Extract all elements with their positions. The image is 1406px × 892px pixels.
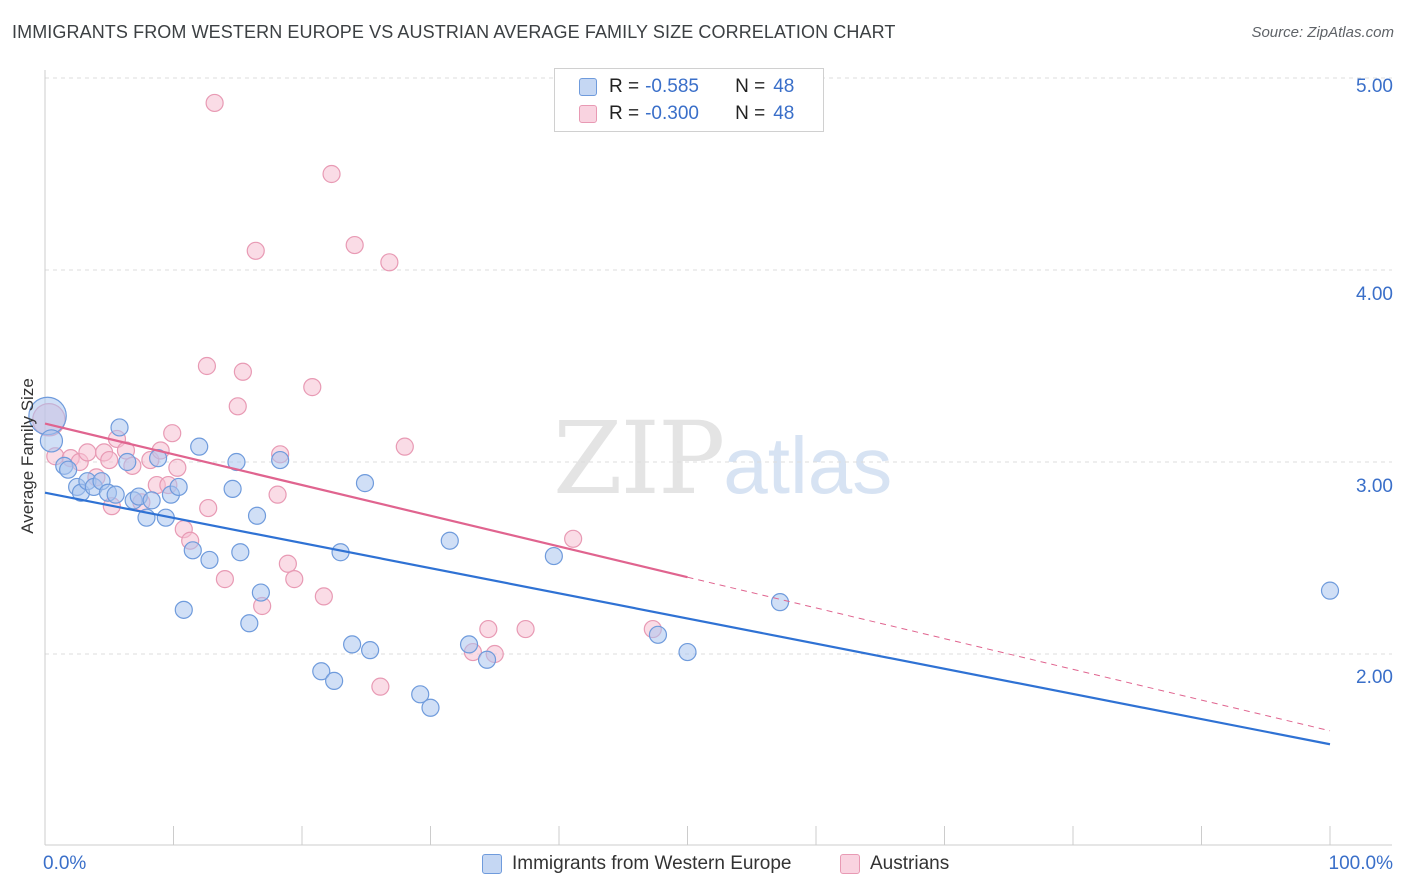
legend-row-western-europe: R = -0.585 N = 48 <box>579 75 794 99</box>
x-tick-label-min: 0.0% <box>43 853 86 874</box>
western-europe-point <box>770 593 790 612</box>
x-tick-label-max: 100.0% <box>1329 853 1394 874</box>
western-europe-point <box>678 642 697 662</box>
western-europe-point <box>118 452 137 472</box>
austrians-point <box>268 485 287 504</box>
legend-n-value: 48 <box>773 103 795 124</box>
austrians-point <box>371 677 390 696</box>
western-europe-point <box>223 479 242 498</box>
austrians-trendline-extension <box>687 576 1331 732</box>
western-europe-point <box>648 625 668 644</box>
source-credit: Source: ZipAtlas.com <box>1251 24 1394 41</box>
legend-n-label: N = <box>735 103 766 124</box>
austrians-point <box>345 235 364 255</box>
austrians-point <box>380 253 399 272</box>
chart-title: IMMIGRANTS FROM WESTERN EUROPE VS AUSTRI… <box>12 22 896 42</box>
western-europe-point <box>325 671 344 690</box>
austrians-trendline <box>44 422 688 579</box>
austrians-point <box>285 570 304 589</box>
western-europe-point <box>477 650 497 669</box>
legend-r-label: R = <box>609 103 640 124</box>
western-europe-point <box>106 485 125 504</box>
bottom-legend-western-europe: Immigrants from Western Europe <box>482 851 791 877</box>
western-europe-point <box>142 491 161 510</box>
austrians-point <box>163 424 182 443</box>
western-europe-point <box>544 546 563 566</box>
watermark-atlas: atlas <box>723 421 893 510</box>
western-europe-point <box>355 474 375 493</box>
legend-r-label: R = <box>609 76 640 97</box>
austrians-point <box>303 378 322 397</box>
bottom-legend-swatch-pink <box>840 854 860 874</box>
austrians-point <box>78 443 97 462</box>
western-europe-point <box>110 418 129 437</box>
austrians-point <box>278 554 297 573</box>
western-europe-point <box>361 641 380 660</box>
y-tick-label: 4.00 <box>1356 284 1393 305</box>
correlation-legend: R = -0.585 N = 48 R = -0.300 N = 48 <box>554 68 824 132</box>
bottom-legend-swatch-blue <box>482 854 502 874</box>
legend-n-value: 48 <box>773 76 795 97</box>
western-europe-point <box>183 541 202 560</box>
western-europe-point <box>459 635 479 654</box>
austrians-point <box>215 570 234 589</box>
western-europe-point <box>190 437 209 456</box>
western-europe-point <box>440 531 459 550</box>
western-europe-point <box>231 543 250 562</box>
austrians-point <box>516 619 535 639</box>
legend-row-austrians: R = -0.300 N = 48 <box>579 102 794 126</box>
austrians-point <box>314 587 333 606</box>
western-europe-point <box>421 698 440 717</box>
watermark: ZIPatlas <box>553 400 892 517</box>
y-tick-label: 3.00 <box>1356 476 1393 497</box>
bottom-legend-label: Immigrants from Western Europe <box>512 853 792 874</box>
watermark-zip: ZIP <box>553 400 725 517</box>
western-europe-point <box>200 550 219 570</box>
legend-swatch-blue <box>579 78 597 96</box>
austrians-point <box>322 164 341 184</box>
western-europe-trendline <box>44 491 1331 746</box>
legend-r-value: -0.300 <box>645 103 699 124</box>
bottom-legend-label: Austrians <box>870 853 950 874</box>
legend-r-value: -0.585 <box>645 76 699 97</box>
austrians-point <box>197 356 217 376</box>
austrians-point <box>233 362 252 381</box>
legend-swatch-pink <box>579 105 597 123</box>
western-europe-point <box>240 614 259 633</box>
austrians-point <box>205 93 224 113</box>
western-europe-point <box>251 583 270 602</box>
austrians-point <box>199 498 218 518</box>
western-europe-point <box>247 506 267 525</box>
austrians-point <box>168 458 187 477</box>
western-europe-point <box>271 450 290 470</box>
western-europe-point <box>411 685 430 704</box>
y-tick-label: 5.00 <box>1356 76 1393 97</box>
austrians-point <box>479 619 498 639</box>
austrians-point <box>564 529 583 548</box>
western-europe-point <box>59 460 78 479</box>
austrians-point <box>395 437 414 456</box>
y-axis-label: Average Family Size <box>18 378 37 534</box>
austrians-point <box>100 450 119 470</box>
western-europe-point <box>174 600 193 619</box>
western-europe-point <box>39 429 64 453</box>
western-europe-point <box>343 635 362 654</box>
western-europe-point <box>1320 581 1340 600</box>
austrians-point <box>228 397 247 416</box>
western-europe-point <box>312 662 331 681</box>
bottom-legend-austrians: Austrians <box>840 851 949 877</box>
western-europe-point <box>169 477 188 497</box>
legend-n-label: N = <box>735 76 766 97</box>
austrians-point <box>246 241 265 260</box>
y-tick-label: 2.00 <box>1356 667 1393 688</box>
